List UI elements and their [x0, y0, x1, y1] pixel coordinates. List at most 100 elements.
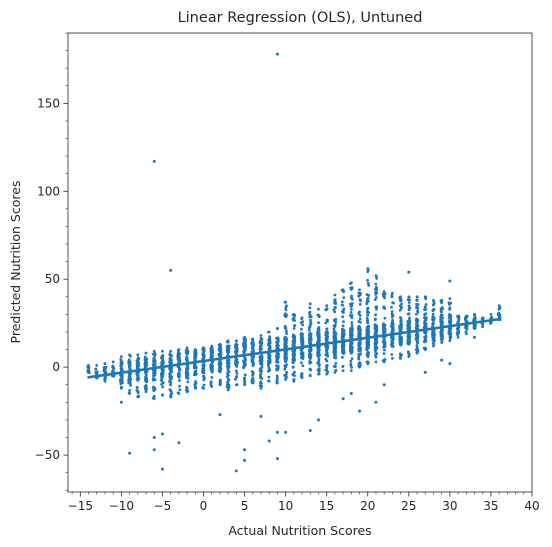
data-point — [433, 339, 436, 343]
data-point — [439, 323, 443, 327]
data-point — [366, 281, 370, 285]
data-point — [234, 350, 237, 354]
data-point — [332, 347, 336, 350]
data-point — [366, 267, 370, 271]
data-point — [324, 330, 328, 334]
outlier-point — [275, 457, 279, 461]
data-point — [382, 329, 385, 333]
data-point — [359, 346, 362, 350]
data-point — [194, 372, 198, 375]
data-point — [357, 347, 361, 351]
data-point — [334, 356, 338, 360]
data-point — [374, 274, 378, 278]
data-point — [349, 281, 353, 285]
data-point — [399, 356, 402, 360]
data-point — [266, 369, 270, 373]
data-point — [324, 321, 328, 325]
data-point — [382, 345, 385, 349]
data-point — [202, 386, 205, 390]
data-point — [177, 392, 181, 395]
data-point — [145, 377, 149, 381]
data-point — [276, 381, 279, 385]
data-point — [136, 353, 140, 357]
data-point — [276, 327, 279, 330]
data-point — [391, 321, 394, 325]
outlier-point — [160, 467, 164, 471]
data-point — [341, 315, 345, 319]
data-point — [283, 312, 287, 316]
data-point — [210, 367, 214, 370]
data-point — [209, 381, 213, 385]
data-point — [292, 374, 296, 378]
data-point — [473, 316, 477, 320]
data-point — [300, 327, 303, 331]
data-point — [382, 348, 386, 352]
data-point — [317, 372, 320, 376]
data-point — [334, 362, 338, 365]
outlier-point — [284, 430, 288, 434]
data-point — [210, 361, 214, 365]
data-point — [317, 307, 320, 311]
data-point — [431, 317, 434, 321]
data-point — [357, 342, 361, 345]
data-point — [374, 305, 378, 309]
data-point — [186, 348, 189, 352]
data-point — [399, 326, 403, 330]
data-point — [227, 386, 231, 390]
data-point — [325, 372, 329, 376]
data-point — [201, 352, 205, 355]
data-point — [332, 308, 336, 312]
data-point — [111, 360, 115, 364]
data-point — [168, 357, 172, 360]
data-point — [390, 324, 394, 328]
data-point — [481, 316, 485, 320]
data-point — [424, 312, 428, 316]
data-point — [201, 363, 205, 367]
data-point — [448, 330, 452, 334]
data-point — [456, 314, 460, 318]
data-point — [252, 362, 256, 366]
data-point — [258, 369, 262, 373]
data-point — [449, 315, 453, 319]
data-point — [292, 327, 296, 330]
data-point — [267, 339, 271, 343]
data-point — [332, 327, 336, 331]
data-point — [415, 333, 419, 337]
data-point — [258, 367, 262, 371]
data-point — [194, 381, 198, 385]
data-point — [407, 308, 411, 312]
data-point — [432, 298, 435, 302]
data-point — [292, 312, 296, 316]
data-point — [350, 294, 353, 298]
data-point — [218, 383, 222, 387]
data-point — [365, 293, 369, 296]
data-point — [161, 393, 164, 397]
data-point — [317, 315, 321, 319]
data-point — [292, 379, 296, 383]
data-point — [308, 306, 312, 310]
data-point — [285, 304, 288, 308]
data-point — [424, 331, 428, 335]
data-point — [348, 314, 352, 317]
data-point — [144, 387, 147, 391]
data-point — [390, 305, 393, 309]
data-point — [439, 330, 443, 333]
data-point — [383, 316, 387, 320]
data-point — [226, 364, 230, 368]
data-point — [375, 307, 378, 311]
data-point — [317, 353, 321, 356]
data-point — [127, 381, 131, 385]
outlier-point — [177, 441, 181, 445]
data-point — [242, 342, 245, 345]
regression-line — [87, 317, 501, 379]
data-point — [243, 344, 247, 348]
outlier-point — [374, 400, 378, 404]
data-point — [366, 297, 369, 301]
data-point — [359, 299, 362, 303]
data-point — [300, 352, 304, 356]
x-tick-label: 15 — [319, 499, 334, 513]
data-point — [373, 337, 377, 341]
data-point — [211, 354, 214, 358]
data-point — [366, 299, 370, 303]
data-point — [341, 324, 345, 328]
